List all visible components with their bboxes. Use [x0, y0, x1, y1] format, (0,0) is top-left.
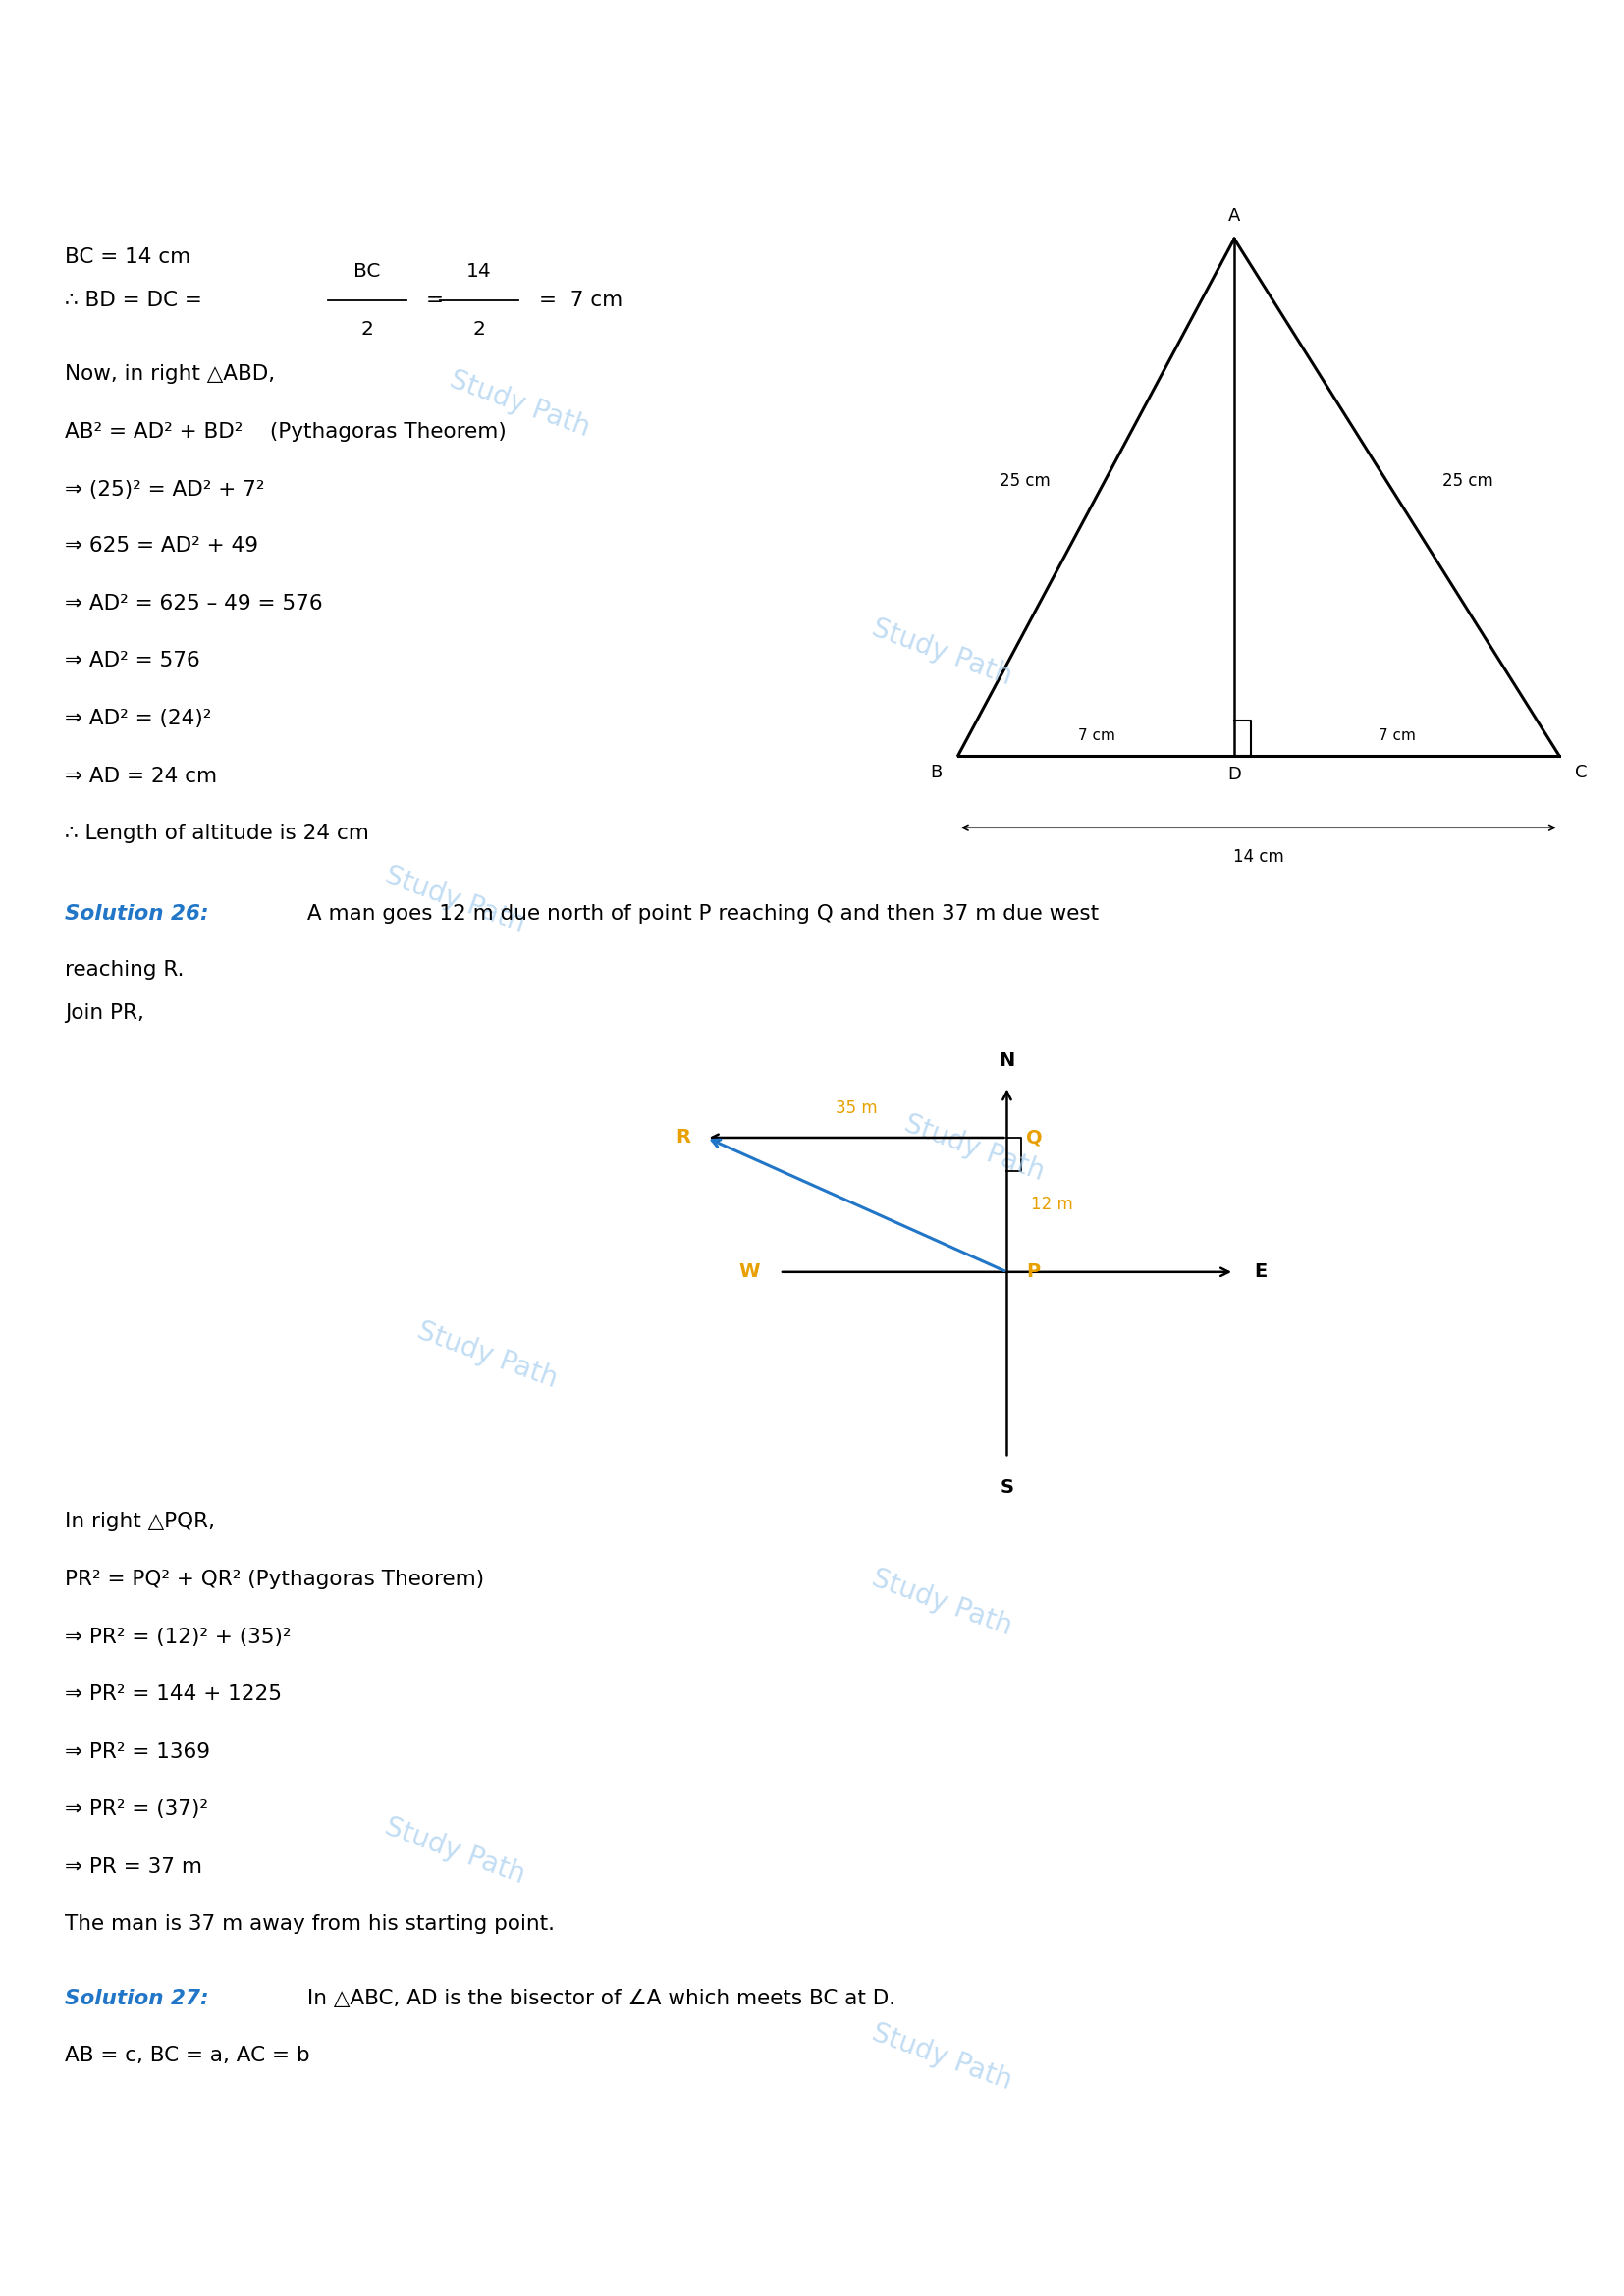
Text: Study Path: Study Path: [867, 2018, 1017, 2096]
Text: Solution 26:: Solution 26:: [65, 905, 209, 923]
Text: AB = c, BC = a, AC = b: AB = c, BC = a, AC = b: [65, 2046, 310, 2066]
Text: In △ABC, AD is the bisector of ∠A which meets BC at D.: In △ABC, AD is the bisector of ∠A which …: [300, 1988, 895, 2009]
Text: 7 cm: 7 cm: [1379, 728, 1415, 744]
Text: D: D: [1228, 767, 1241, 783]
Text: ⇒ (25)² = AD² + 7²: ⇒ (25)² = AD² + 7²: [65, 480, 265, 498]
Text: Page 10 of 16: Page 10 of 16: [742, 2250, 882, 2268]
Text: ⇒ PR² = 144 + 1225: ⇒ PR² = 144 + 1225: [65, 1685, 283, 1704]
Text: 2: 2: [473, 321, 486, 340]
Text: RS Aggarwal Solutions: RS Aggarwal Solutions: [646, 62, 978, 87]
Text: ⇒ AD² = (24)²: ⇒ AD² = (24)²: [65, 709, 211, 728]
Text: =  7 cm: = 7 cm: [539, 292, 624, 310]
Text: ⇒ PR² = 1369: ⇒ PR² = 1369: [65, 1743, 209, 1761]
Text: 25 cm: 25 cm: [1442, 471, 1492, 489]
Text: Study Path: Study Path: [445, 365, 594, 443]
Text: AB² = AD² + BD²    (Pythagoras Theorem): AB² = AD² + BD² (Pythagoras Theorem): [65, 422, 507, 441]
Text: Study Path: Study Path: [380, 861, 529, 939]
Text: Now, in right △ABD,: Now, in right △ABD,: [65, 363, 274, 383]
Text: ⇒ PR² = (37)²: ⇒ PR² = (37)²: [65, 1800, 208, 1818]
Text: C: C: [1575, 765, 1588, 781]
Text: 25 cm: 25 cm: [1000, 471, 1051, 489]
Text: A: A: [1228, 207, 1241, 225]
Text: BC = 14 cm: BC = 14 cm: [65, 248, 192, 266]
Text: W: W: [739, 1263, 760, 1281]
Text: The man is 37 m away from his starting point.: The man is 37 m away from his starting p…: [65, 1915, 555, 1933]
Text: B: B: [931, 765, 942, 781]
Text: =: =: [425, 292, 443, 310]
Text: 14: 14: [466, 262, 492, 280]
Text: N: N: [999, 1052, 1015, 1070]
Text: 12 m: 12 m: [1031, 1196, 1073, 1215]
Text: ⇒ PR = 37 m: ⇒ PR = 37 m: [65, 1857, 203, 1876]
Text: Study Path: Study Path: [900, 1109, 1049, 1187]
Text: S: S: [1000, 1479, 1013, 1497]
Text: 35 m: 35 m: [836, 1100, 877, 1118]
Text: 7 cm: 7 cm: [1078, 728, 1114, 744]
Text: Study Path: Study Path: [380, 1812, 529, 1890]
Text: Chapter 7: Triangles: Chapter 7: Triangles: [695, 101, 929, 124]
Text: Study Path: Study Path: [867, 1564, 1017, 1642]
Text: P: P: [1026, 1263, 1041, 1281]
Text: ⇒ PR² = (12)² + (35)²: ⇒ PR² = (12)² + (35)²: [65, 1628, 291, 1646]
Text: ⇒ 625 = AD² + 49: ⇒ 625 = AD² + 49: [65, 537, 258, 556]
Text: Q: Q: [1026, 1127, 1043, 1148]
Text: ∴ Length of altitude is 24 cm: ∴ Length of altitude is 24 cm: [65, 824, 369, 843]
Text: PR² = PQ² + QR² (Pythagoras Theorem): PR² = PQ² + QR² (Pythagoras Theorem): [65, 1570, 484, 1589]
Text: R: R: [676, 1127, 690, 1148]
Text: BC: BC: [354, 262, 380, 280]
Text: reaching R.: reaching R.: [65, 960, 184, 980]
Text: E: E: [1254, 1263, 1267, 1281]
Text: Join PR,: Join PR,: [65, 1003, 145, 1024]
Text: ⇒ AD² = 625 – 49 = 576: ⇒ AD² = 625 – 49 = 576: [65, 595, 323, 613]
Text: Solution 27:: Solution 27:: [65, 1988, 209, 2009]
Text: Study Path: Study Path: [412, 1316, 562, 1394]
Text: 14 cm: 14 cm: [1233, 850, 1285, 866]
Text: 2: 2: [361, 321, 374, 340]
Text: Class - X: Class - X: [762, 28, 862, 53]
Text: ⇒ AD = 24 cm: ⇒ AD = 24 cm: [65, 767, 218, 788]
Text: A man goes 12 m due north of point P reaching Q and then 37 m due west: A man goes 12 m due north of point P rea…: [300, 905, 1099, 923]
Text: ⇒ AD² = 576: ⇒ AD² = 576: [65, 652, 200, 670]
Text: ∴ BD = DC =: ∴ BD = DC =: [65, 292, 203, 310]
Text: Study Path: Study Path: [867, 613, 1017, 691]
Text: In right △PQR,: In right △PQR,: [65, 1511, 216, 1531]
